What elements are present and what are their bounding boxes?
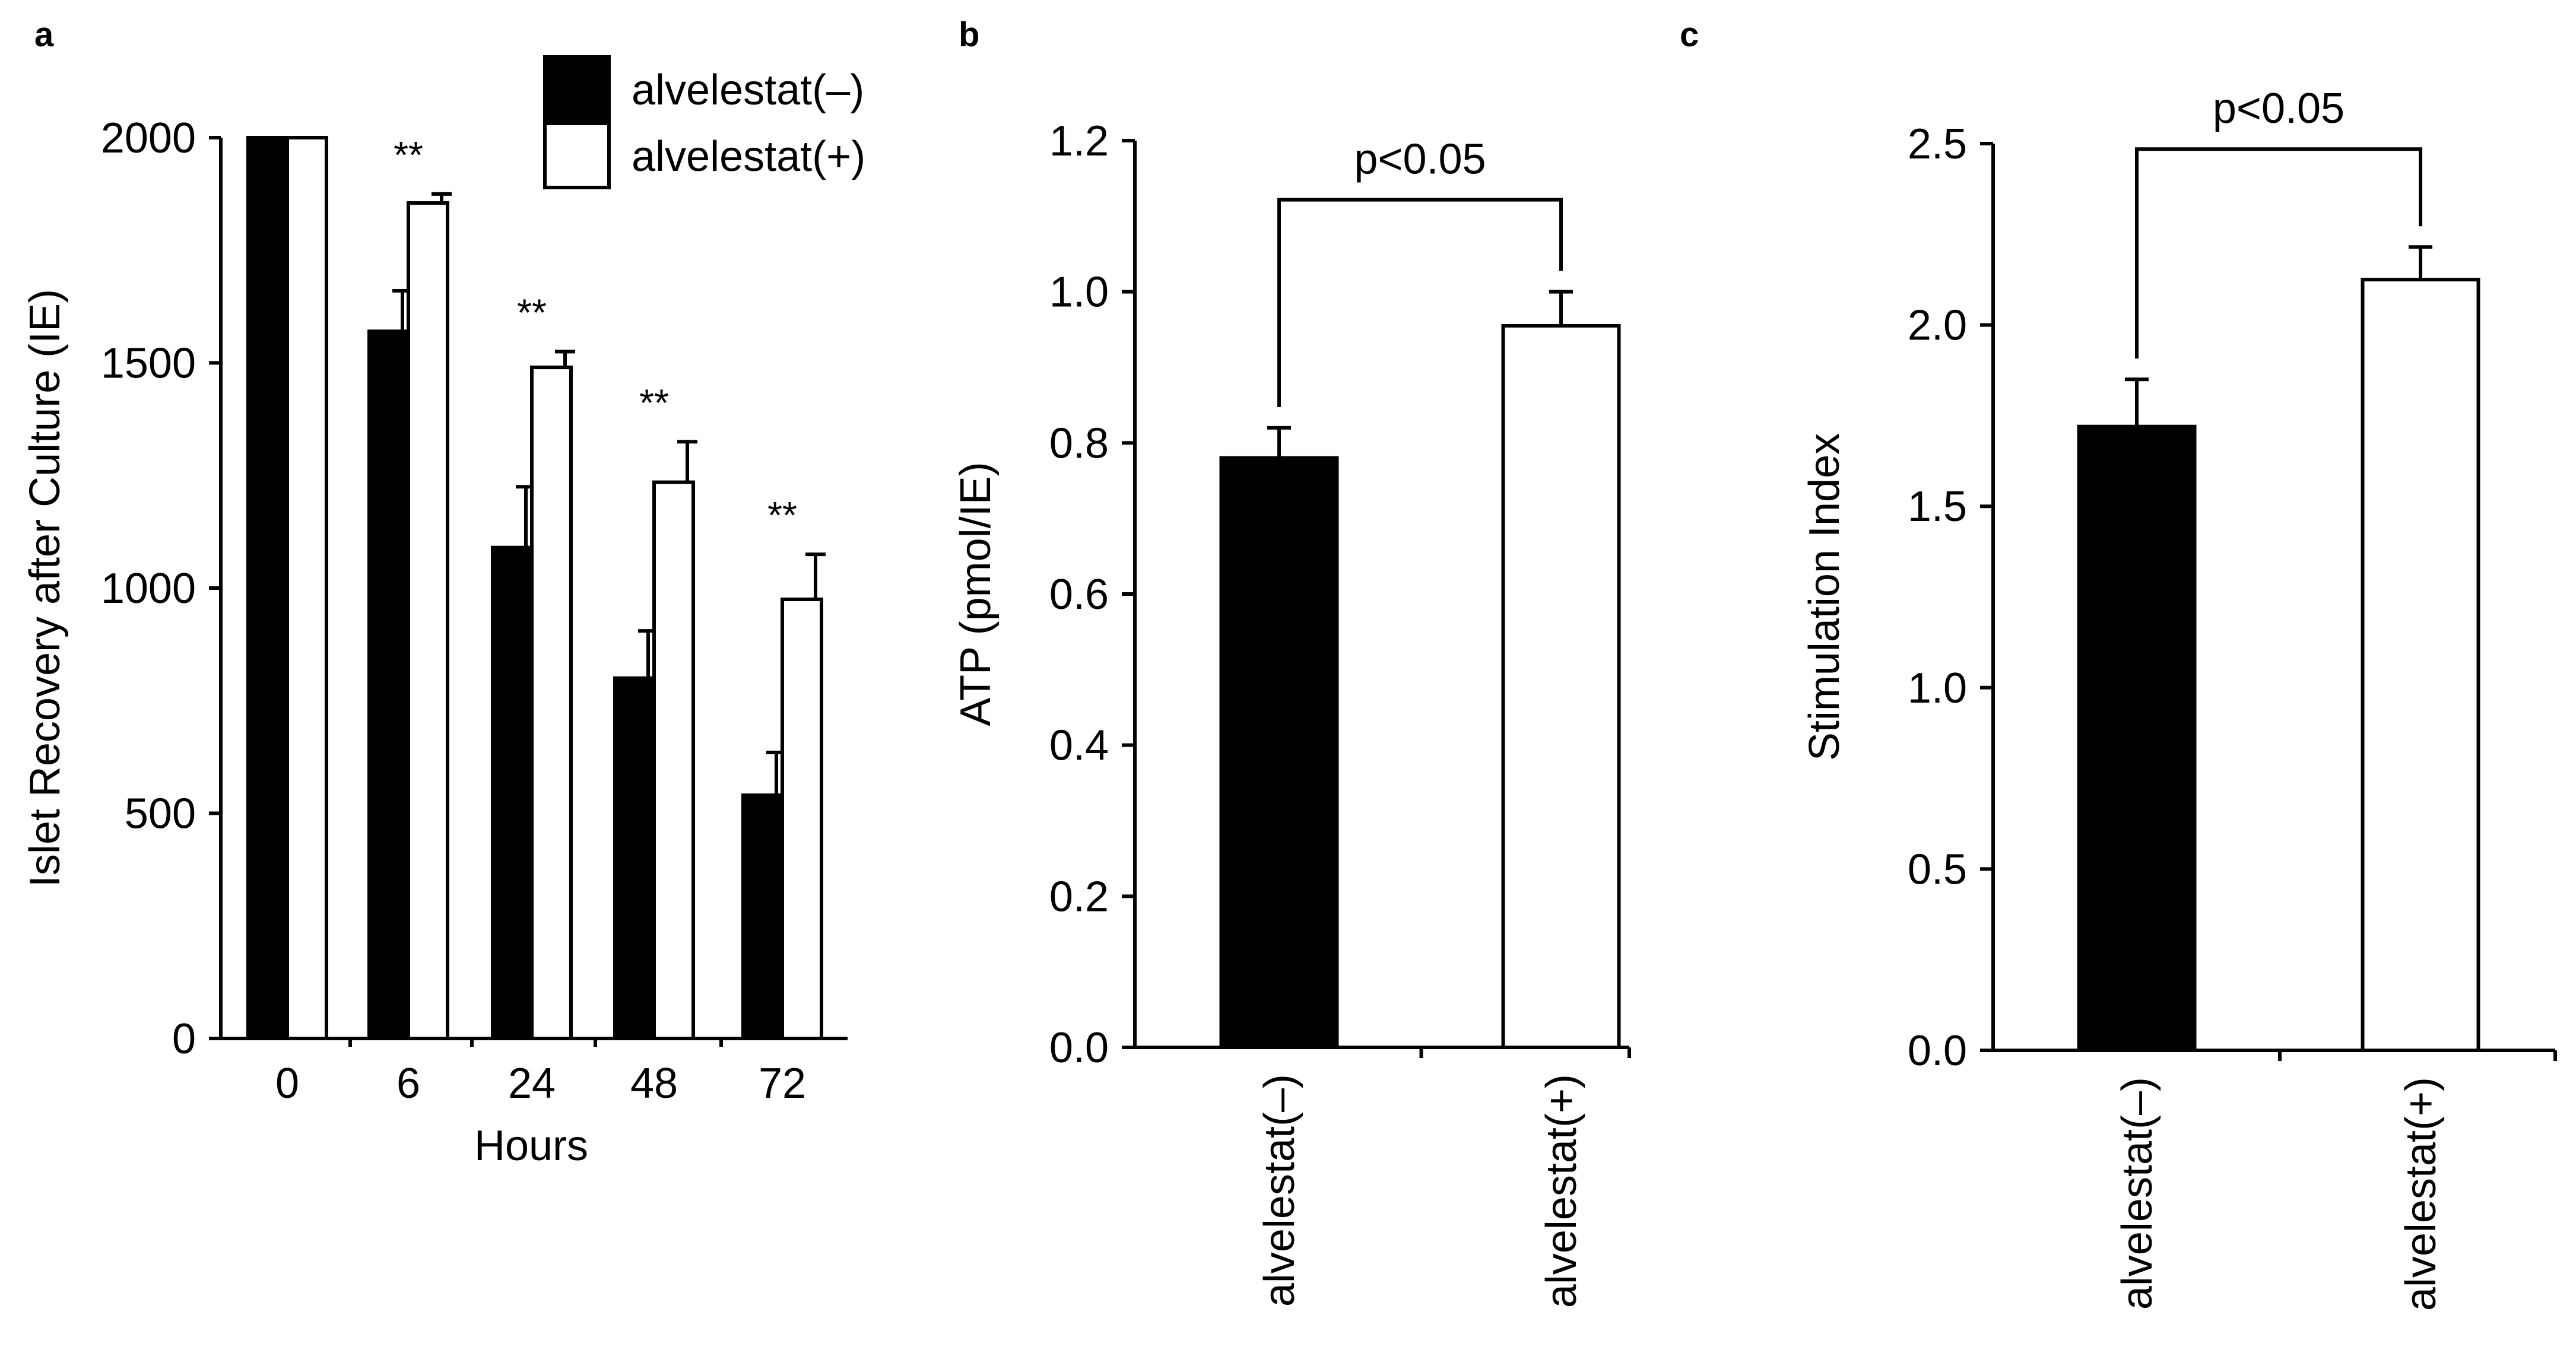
y-tick-label: 0.0 — [1049, 1024, 1109, 1072]
panel-letter: c — [1680, 15, 1699, 54]
x-tick-label: alvelestat(–) — [1256, 1074, 1303, 1307]
bar-alvelestat-plus — [781, 597, 823, 1040]
significance-marker: ** — [639, 381, 669, 424]
legend-swatch-alvelestat-plus — [543, 122, 611, 189]
panel-c-bar-chart: c 0.0 0.5 1.0 1.5 2.0 2.5 alvelestat(–) alvelest… — [1680, 15, 2557, 1311]
y-tick-label: 2000 — [101, 115, 196, 162]
y-tick-label: 0.6 — [1049, 571, 1109, 618]
y-tick-label: 0.5 — [1908, 846, 1967, 893]
bar-alvelestat-plus — [1501, 323, 1621, 1049]
y-tick-label: 0.0 — [1908, 1027, 1967, 1075]
x-tick-label: 48 — [630, 1060, 678, 1107]
significance-bracket — [1277, 198, 1563, 407]
bar-alvelestat-minus — [613, 676, 656, 1041]
significance-marker: ** — [767, 494, 797, 536]
x-tick-label: 6 — [396, 1060, 420, 1107]
y-axis-title: Islet Recovery after Culture (IE) — [21, 289, 69, 887]
bar-alvelestat-plus — [285, 136, 328, 1040]
y-tick-label: 0 — [172, 1015, 196, 1063]
y-tick-label: 1.0 — [1049, 269, 1109, 316]
y-tick-label: 1.5 — [1908, 483, 1967, 531]
y-tick-label: 1.2 — [1049, 117, 1109, 165]
bar-alvelestat-minus — [741, 793, 784, 1040]
y-tick-label: 2.0 — [1908, 302, 1967, 350]
x-axis-title: Hours — [474, 1122, 588, 1170]
bar-alvelestat-minus — [367, 329, 410, 1040]
y-tick-label: 1000 — [101, 565, 196, 612]
bar-alvelestat-minus — [1219, 456, 1339, 1049]
y-tick-label: 1500 — [101, 340, 196, 388]
bar-alvelestat-plus — [652, 480, 695, 1040]
bar-alvelestat-plus — [2361, 278, 2480, 1053]
x-tick-label: 0 — [275, 1060, 299, 1107]
y-tick-label: 2.5 — [1908, 120, 1967, 168]
y-axis-title: Stimulation Index — [1801, 433, 1848, 761]
x-tick-label: 72 — [759, 1060, 806, 1107]
bar-alvelestat-plus — [407, 201, 449, 1040]
y-tick-label: 0.2 — [1049, 873, 1109, 920]
significance-marker: ** — [517, 291, 547, 334]
x-tick-label: alvelestat(+) — [1538, 1074, 1585, 1308]
p-value-label: p<0.05 — [1354, 136, 1486, 183]
bar-alvelestat-minus — [2077, 424, 2197, 1053]
x-tick-label: alvelestat(–) — [2114, 1077, 2161, 1310]
x-tick-label: alvelestat(+) — [2397, 1077, 2445, 1311]
p-value-label: p<0.05 — [2213, 85, 2345, 132]
legend-label: alvelestat(+) — [632, 133, 865, 180]
panel-letter: b — [959, 15, 979, 54]
y-tick-label: 500 — [125, 790, 196, 838]
significance-bracket — [2135, 147, 2422, 359]
y-tick-label: 0.4 — [1049, 722, 1109, 770]
bar-alvelestat-minus — [246, 136, 289, 1040]
panel-b-bar-chart: b 0.0 0.2 0.4 0.6 0.8 1.0 1.2 alvelestat(–) alvel… — [952, 15, 1631, 1308]
bar-alvelestat-minus — [491, 545, 534, 1040]
y-tick-label: 0.8 — [1049, 420, 1109, 467]
y-tick-label: 1.0 — [1908, 665, 1967, 712]
legend-swatch-alvelestat-minus — [543, 55, 611, 123]
panel-letter: a — [34, 15, 54, 54]
x-tick-label: 24 — [508, 1060, 556, 1107]
panel-a-bar-chart: a 0 500 1000 1500 2000 0 6 ** 24 ** 48 ** 72 ** Hours Is… — [21, 15, 865, 1170]
legend-label: alvelestat(–) — [632, 66, 864, 114]
y-axis-title: ATP (pmol/IE) — [952, 462, 1000, 726]
significance-marker: ** — [394, 134, 423, 176]
bar-alvelestat-plus — [530, 366, 573, 1041]
